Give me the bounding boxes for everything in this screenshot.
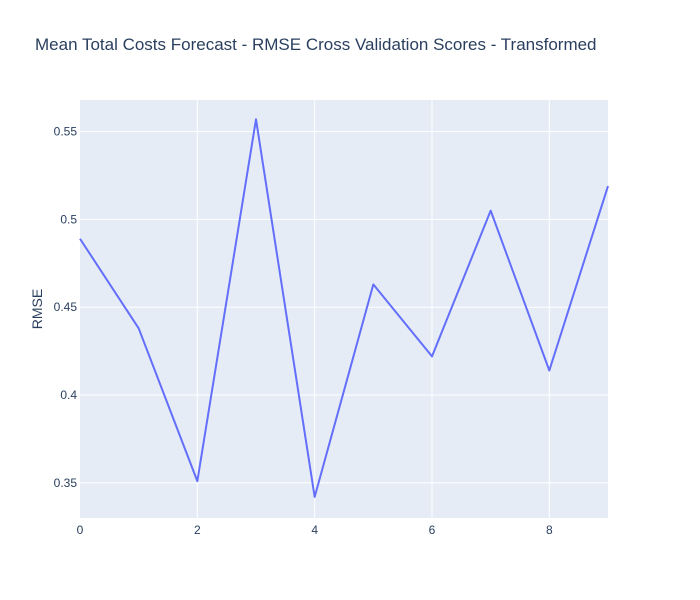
y-axis-ticks: 0.35 0.4 0.45 0.5 0.55 — [54, 125, 78, 490]
plot-area — [80, 100, 608, 518]
x-tick-label: 2 — [194, 523, 201, 537]
series-layer — [79, 118, 609, 498]
y-axis-title: RMSE — [29, 289, 45, 329]
x-tick-label: 0 — [77, 523, 84, 537]
x-tick-label: 4 — [311, 523, 318, 537]
chart-title: Mean Total Costs Forecast - RMSE Cross V… — [35, 35, 597, 54]
x-tick-label: 8 — [546, 523, 553, 537]
y-tick-label: 0.5 — [60, 212, 77, 226]
y-tick-label: 0.45 — [54, 300, 78, 314]
x-tick-label: 6 — [429, 523, 436, 537]
y-tick-label: 0.4 — [60, 388, 77, 402]
y-tick-label: 0.55 — [54, 125, 78, 139]
series-line — [79, 118, 609, 498]
y-tick-label: 0.35 — [54, 476, 78, 490]
grid-lines — [80, 100, 608, 518]
x-axis-ticks: 0 2 4 6 8 — [77, 523, 553, 537]
